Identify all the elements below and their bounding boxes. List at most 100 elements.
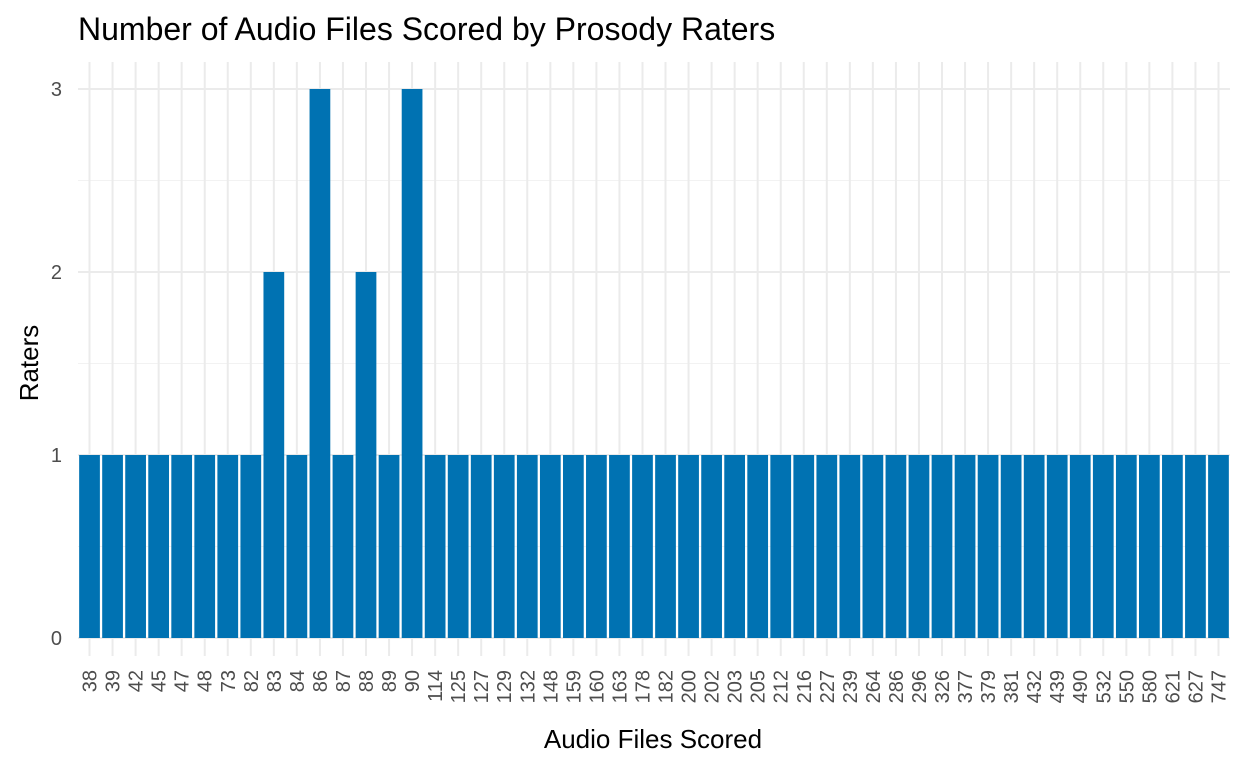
bar-129 <box>493 455 515 638</box>
bar-163 <box>609 455 630 638</box>
x-tick-label: 205 <box>748 670 770 703</box>
bar-132 <box>516 455 538 638</box>
x-tick-label: 239 <box>840 670 862 703</box>
bar-148 <box>539 455 561 638</box>
bar-114 <box>424 455 446 638</box>
bar-490 <box>1069 455 1091 638</box>
x-tick-label: 296 <box>909 670 931 703</box>
bar-82 <box>240 455 262 638</box>
x-tick-label: 212 <box>771 670 793 703</box>
x-tick-label: 377 <box>955 670 977 703</box>
bar-73 <box>217 455 239 638</box>
bar-381 <box>1000 455 1022 638</box>
bar-747 <box>1208 455 1229 638</box>
x-tick-label: 148 <box>540 670 562 703</box>
bar-239 <box>839 455 861 638</box>
x-tick-label: 82 <box>241 670 263 692</box>
y-tick-label: 0 <box>51 628 62 650</box>
x-tick-label: 83 <box>264 670 286 692</box>
x-tick-label: 48 <box>195 670 217 692</box>
bar-84 <box>286 455 308 638</box>
bars <box>79 89 1229 638</box>
x-tick-label: 159 <box>563 670 585 703</box>
y-tick-label: 3 <box>51 79 62 101</box>
x-tick-label: 216 <box>794 670 816 703</box>
x-tick-label: 379 <box>978 670 1000 703</box>
bar-296 <box>908 455 930 638</box>
bar-83 <box>263 272 285 638</box>
x-tick-label: 127 <box>471 670 493 703</box>
x-tick-label: 45 <box>149 670 171 692</box>
x-tick-label: 125 <box>448 670 470 703</box>
x-tick-label: 182 <box>656 670 678 703</box>
x-tick-label: 178 <box>632 670 654 703</box>
bar-45 <box>148 455 170 638</box>
chart-title: Number of Audio Files Scored by Prosody … <box>78 11 775 47</box>
bar-125 <box>447 455 469 638</box>
bar-203 <box>724 455 746 638</box>
bar-379 <box>977 455 999 638</box>
bar-178 <box>632 455 653 638</box>
x-tick-label: 160 <box>586 670 608 703</box>
x-tick-label: 90 <box>402 670 424 692</box>
x-tick-label: 203 <box>725 670 747 703</box>
bar-580 <box>1138 455 1160 638</box>
x-tick-label: 47 <box>172 670 194 692</box>
y-axis-title: Raters <box>14 325 44 402</box>
bar-227 <box>816 455 838 638</box>
x-tick-label: 580 <box>1139 670 1161 703</box>
bar-89 <box>378 455 400 638</box>
bar-86 <box>309 89 331 638</box>
x-tick-label: 326 <box>932 670 954 703</box>
bar-160 <box>586 455 607 638</box>
x-axis-title: Audio Files Scored <box>544 724 762 754</box>
bar-48 <box>194 455 216 638</box>
x-tick-label: 432 <box>1024 670 1046 703</box>
bar-216 <box>793 455 815 638</box>
x-tick-label: 129 <box>494 670 516 703</box>
x-tick-label: 73 <box>218 670 240 692</box>
bar-432 <box>1023 455 1045 638</box>
bar-326 <box>931 455 953 638</box>
bar-127 <box>470 455 492 638</box>
bar-264 <box>862 455 884 638</box>
bar-439 <box>1046 455 1068 638</box>
x-tick-label: 550 <box>1116 670 1138 703</box>
x-tick-label: 627 <box>1185 670 1207 703</box>
x-tick-label: 42 <box>126 670 148 692</box>
x-tick-label: 381 <box>1001 670 1023 703</box>
y-tick-labels: 0 1 2 3 <box>51 79 62 650</box>
x-tick-label: 132 <box>517 670 539 703</box>
bar-627 <box>1185 455 1206 638</box>
x-tick-label: 163 <box>609 670 631 703</box>
x-tick-label: 39 <box>103 670 125 692</box>
x-tick-label: 621 <box>1162 670 1184 703</box>
bar-88 <box>355 272 377 638</box>
bar-212 <box>770 455 792 638</box>
bar-90 <box>401 89 423 638</box>
x-tick-label: 87 <box>333 670 355 692</box>
x-tick-label: 490 <box>1070 670 1092 703</box>
y-tick-label: 2 <box>51 262 62 284</box>
bar-621 <box>1162 455 1183 638</box>
bar-47 <box>171 455 193 638</box>
y-tick-label: 1 <box>51 445 62 467</box>
bar-200 <box>678 455 699 638</box>
x-tick-label: 227 <box>817 670 839 703</box>
x-tick-label: 114 <box>425 670 447 702</box>
x-tick-label: 747 <box>1208 670 1230 703</box>
x-tick-label: 200 <box>679 670 701 703</box>
bar-532 <box>1092 455 1114 638</box>
x-tick-label: 84 <box>287 670 309 692</box>
bar-87 <box>332 455 354 638</box>
x-tick-labels: 38 39 42 45 47 48 73 82 83 84 86 87 88 89 90 114 125 127 1… <box>80 670 1231 703</box>
bar-39 <box>102 455 123 638</box>
bar-550 <box>1115 455 1137 638</box>
x-tick-label: 202 <box>702 670 724 703</box>
bar-202 <box>701 455 722 638</box>
x-tick-label: 38 <box>80 670 102 692</box>
x-tick-label: 88 <box>356 670 378 692</box>
x-tick-label: 532 <box>1093 670 1115 703</box>
x-tick-label: 86 <box>310 670 332 692</box>
x-tick-label: 89 <box>379 670 401 692</box>
